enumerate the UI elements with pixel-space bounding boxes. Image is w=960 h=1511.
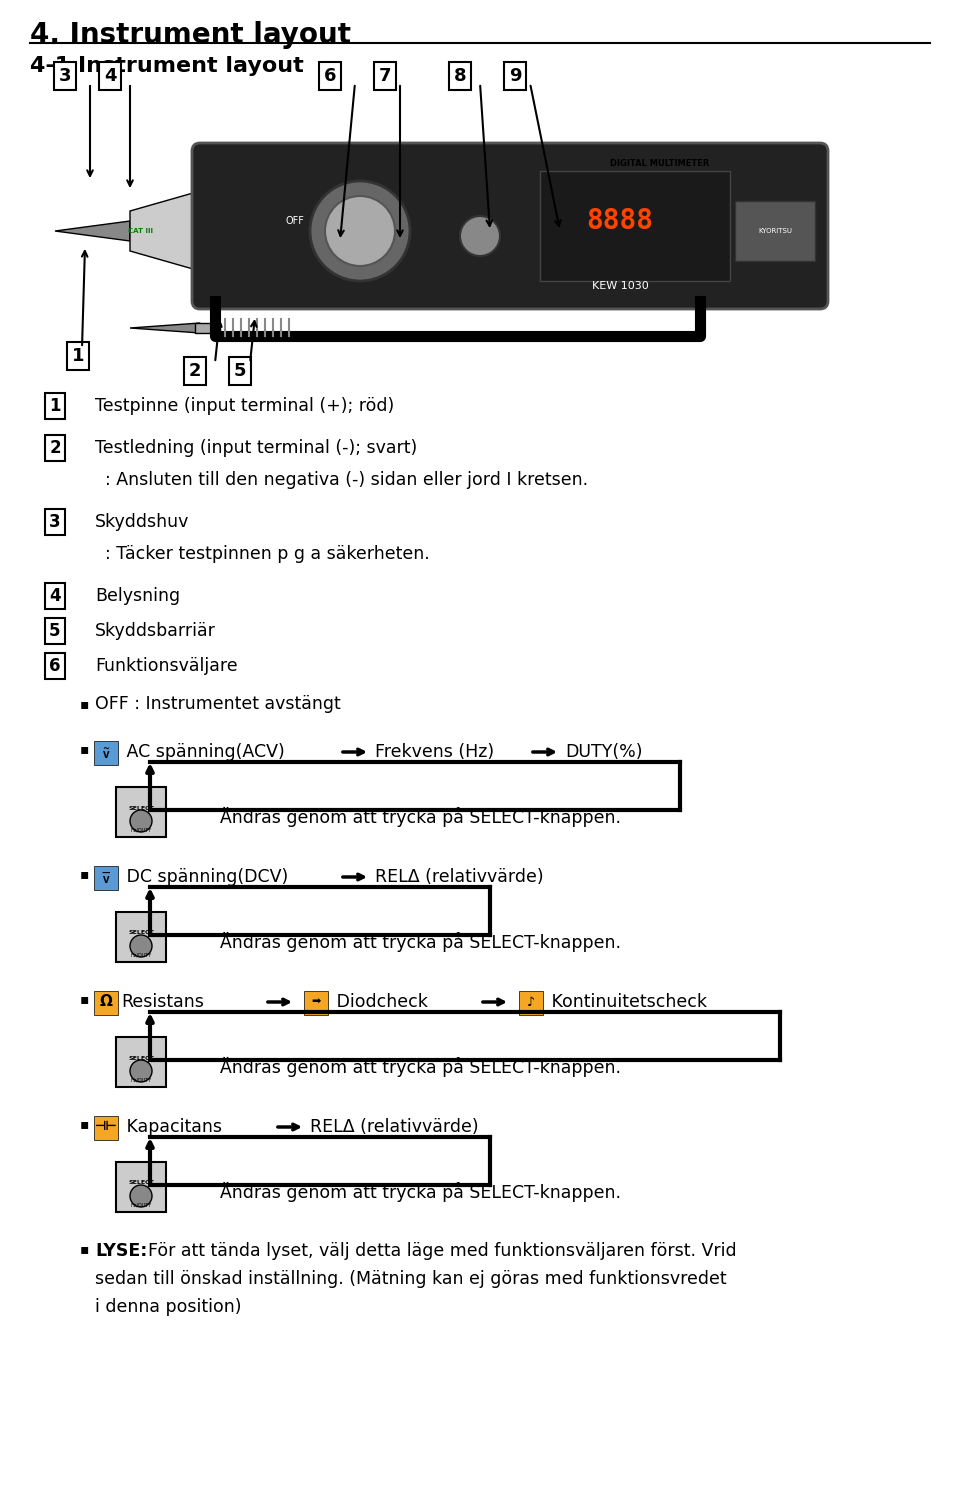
Text: Hz/DUTY: Hz/DUTY	[131, 828, 152, 833]
Text: 3: 3	[49, 514, 60, 530]
Text: SELECT: SELECT	[128, 1056, 154, 1061]
FancyBboxPatch shape	[116, 787, 166, 837]
Text: Testledning (input terminal (-); svart): Testledning (input terminal (-); svart)	[95, 440, 418, 456]
Text: ▪: ▪	[80, 742, 89, 756]
Bar	[540, 171, 730, 281]
Text: 6: 6	[324, 66, 336, 85]
Text: Kapacitans: Kapacitans	[121, 1118, 222, 1136]
Text: Kontinuitetscheck: Kontinuitetscheck	[546, 993, 707, 1011]
Circle shape	[130, 935, 152, 956]
Text: 3: 3	[59, 66, 71, 85]
Circle shape	[130, 1185, 152, 1207]
FancyBboxPatch shape	[33, 63, 927, 397]
Text: 2: 2	[189, 363, 202, 379]
Text: RELΔ (relativvärde): RELΔ (relativvärde)	[375, 867, 543, 885]
Circle shape	[130, 810, 152, 833]
Text: ▪: ▪	[80, 1242, 89, 1256]
Text: För att tända lyset, välj detta läge med funktionsväljaren först. Vrid: För att tända lyset, välj detta läge med…	[148, 1242, 736, 1260]
Polygon shape	[55, 221, 130, 240]
Text: Testpinne (input terminal (+); röd): Testpinne (input terminal (+); röd)	[95, 397, 395, 416]
Text: Ändras genom att trycka på SELECT-knappen.: Ändras genom att trycka på SELECT-knappe…	[220, 807, 621, 827]
Text: 8: 8	[454, 66, 467, 85]
Text: 4-1 Instrument layout: 4-1 Instrument layout	[30, 56, 303, 76]
Text: SELECT: SELECT	[128, 805, 154, 810]
Text: 2: 2	[49, 440, 60, 456]
FancyBboxPatch shape	[519, 991, 543, 1015]
Text: : Ansluten till den negativa (-) sidan eller jord I kretsen.: : Ansluten till den negativa (-) sidan e…	[105, 471, 588, 490]
Text: 6: 6	[49, 657, 60, 675]
Text: 5: 5	[49, 623, 60, 641]
Text: Ω: Ω	[100, 994, 112, 1009]
Text: Skyddshuv: Skyddshuv	[95, 514, 189, 530]
Text: Hz/DUTY: Hz/DUTY	[131, 1203, 152, 1207]
Text: ▪: ▪	[80, 1117, 89, 1132]
Text: Hz/DUTY: Hz/DUTY	[131, 952, 152, 958]
Text: 4: 4	[104, 66, 116, 85]
Bar	[195, 323, 220, 332]
Text: 4. Instrument layout: 4. Instrument layout	[30, 21, 351, 48]
Text: ▪: ▪	[80, 867, 89, 881]
Text: Ändras genom att trycka på SELECT-knappen.: Ändras genom att trycka på SELECT-knappe…	[220, 1058, 621, 1077]
Text: Ändras genom att trycka på SELECT-knappen.: Ändras genom att trycka på SELECT-knappe…	[220, 1182, 621, 1203]
Text: i denna position): i denna position)	[95, 1298, 242, 1316]
Text: CAT III: CAT III	[128, 228, 153, 234]
Text: —
V: — V	[102, 869, 110, 885]
Text: Funktionsväljare: Funktionsväljare	[95, 657, 238, 675]
Text: 4: 4	[49, 586, 60, 604]
Text: KEW 1030: KEW 1030	[591, 281, 648, 292]
Text: SELECT: SELECT	[128, 931, 154, 935]
Text: KYORITSU: KYORITSU	[758, 228, 792, 234]
Text: DIGITAL MULTIMETER: DIGITAL MULTIMETER	[611, 159, 709, 168]
Text: Skyddsbarriär: Skyddsbarriär	[95, 623, 216, 641]
FancyBboxPatch shape	[94, 991, 118, 1015]
Text: ♪: ♪	[527, 996, 535, 1008]
Text: LYSE:: LYSE:	[95, 1242, 148, 1260]
FancyBboxPatch shape	[304, 991, 328, 1015]
FancyBboxPatch shape	[116, 913, 166, 963]
Text: 1: 1	[72, 348, 84, 366]
FancyBboxPatch shape	[94, 740, 118, 765]
Text: AC spänning(ACV): AC spänning(ACV)	[121, 743, 285, 762]
FancyBboxPatch shape	[116, 1162, 166, 1212]
Text: OFF: OFF	[285, 216, 304, 227]
Text: ▪: ▪	[80, 697, 89, 712]
FancyBboxPatch shape	[116, 1037, 166, 1086]
Text: Ändras genom att trycka på SELECT-knappen.: Ändras genom att trycka på SELECT-knappe…	[220, 932, 621, 952]
Circle shape	[130, 1061, 152, 1082]
Text: : Täcker testpinnen p g a säkerheten.: : Täcker testpinnen p g a säkerheten.	[105, 545, 430, 564]
Text: sedan till önskad inställning. (Mätning kan ej göras med funktionsvredet: sedan till önskad inställning. (Mätning …	[95, 1271, 727, 1287]
Text: OFF : Instrumentet avstängt: OFF : Instrumentet avstängt	[95, 695, 341, 713]
Text: 1: 1	[49, 397, 60, 416]
Text: ➡: ➡	[311, 997, 321, 1006]
Text: Diodcheck: Diodcheck	[331, 993, 428, 1011]
Polygon shape	[130, 323, 200, 332]
Text: Belysning: Belysning	[95, 586, 180, 604]
FancyBboxPatch shape	[94, 1117, 118, 1139]
Text: Frekvens (Hz): Frekvens (Hz)	[375, 743, 494, 762]
Text: ⊣⊢: ⊣⊢	[95, 1121, 117, 1133]
Text: DUTY(%): DUTY(%)	[565, 743, 642, 762]
Text: 8888: 8888	[587, 207, 654, 236]
Text: Resistans: Resistans	[121, 993, 204, 1011]
Bar	[735, 201, 815, 261]
Circle shape	[310, 181, 410, 281]
FancyBboxPatch shape	[94, 866, 118, 890]
Text: 9: 9	[509, 66, 521, 85]
Polygon shape	[130, 190, 200, 270]
Text: RELΔ (relativvärde): RELΔ (relativvärde)	[310, 1118, 479, 1136]
Circle shape	[325, 196, 395, 266]
Text: SELECT: SELECT	[128, 1180, 154, 1186]
FancyBboxPatch shape	[192, 144, 828, 310]
Text: ~
V: ~ V	[103, 743, 109, 760]
Text: ▪: ▪	[80, 993, 89, 1006]
Text: DC spänning(DCV): DC spänning(DCV)	[121, 867, 288, 885]
Text: 5: 5	[233, 363, 247, 379]
Circle shape	[460, 216, 500, 255]
Text: 7: 7	[379, 66, 392, 85]
Text: Hz/DUTY: Hz/DUTY	[131, 1077, 152, 1082]
